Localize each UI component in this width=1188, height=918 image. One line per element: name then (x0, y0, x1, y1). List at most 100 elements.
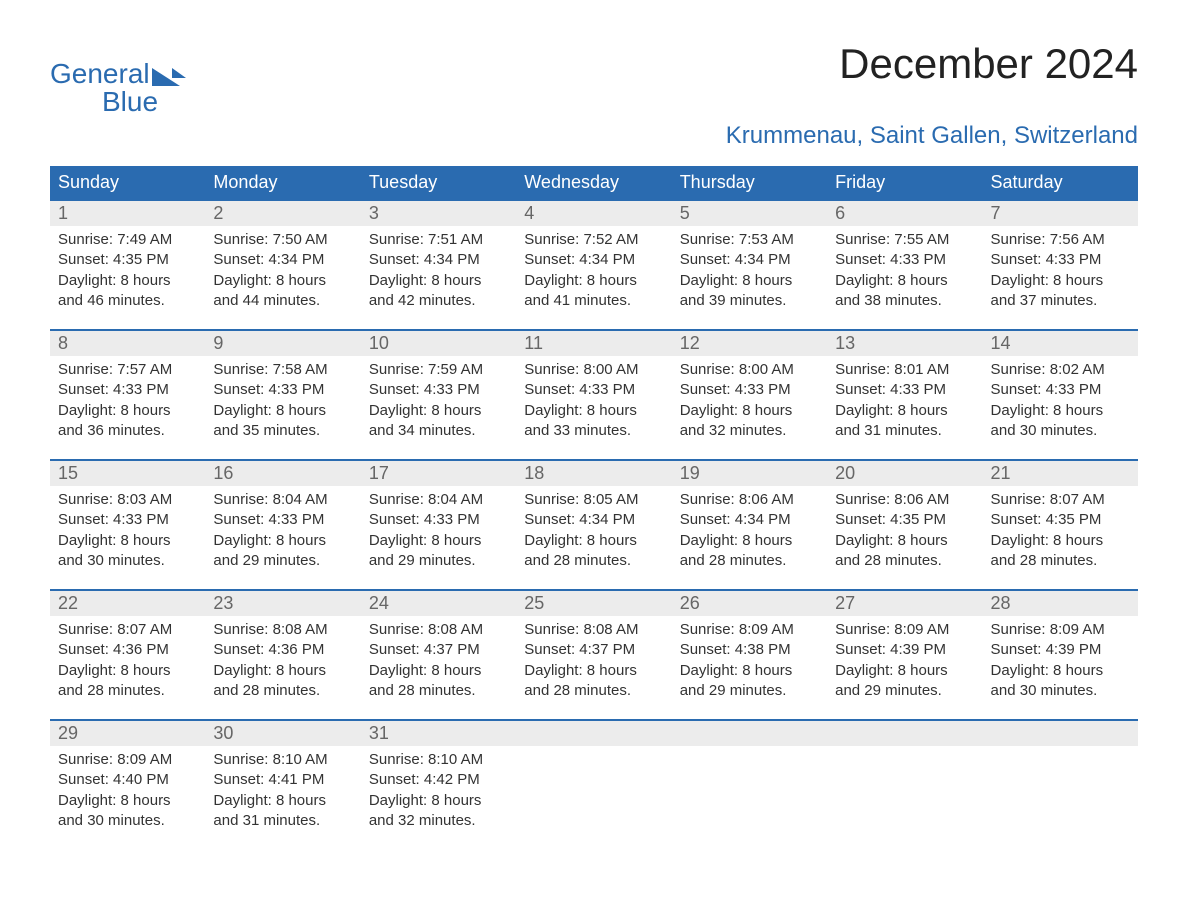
daylight-line: Daylight: 8 hours and 28 minutes. (524, 531, 663, 572)
day-content-cell: Sunrise: 7:56 AMSunset: 4:33 PMDaylight:… (983, 226, 1138, 330)
day-number-cell: 24 (361, 590, 516, 616)
sunset-line: Sunset: 4:33 PM (369, 510, 508, 530)
calendar-table: SundayMondayTuesdayWednesdayThursdayFrid… (50, 166, 1138, 849)
sunrise-line: Sunrise: 7:53 AM (680, 230, 819, 250)
sunset-line: Sunset: 4:39 PM (835, 640, 974, 660)
sunset-line: Sunset: 4:33 PM (835, 380, 974, 400)
daylight-line: Daylight: 8 hours and 31 minutes. (213, 791, 352, 832)
sunrise-line: Sunrise: 8:09 AM (680, 620, 819, 640)
daylight-line: Daylight: 8 hours and 28 minutes. (58, 661, 197, 702)
day-number-cell: 6 (827, 200, 982, 226)
day-number-cell (516, 720, 671, 746)
day-content-cell: Sunrise: 7:49 AMSunset: 4:35 PMDaylight:… (50, 226, 205, 330)
daylight-line: Daylight: 8 hours and 30 minutes. (991, 661, 1130, 702)
day-number-cell: 7 (983, 200, 1138, 226)
sunset-line: Sunset: 4:38 PM (680, 640, 819, 660)
day-number-cell: 13 (827, 330, 982, 356)
day-content-cell: Sunrise: 8:09 AMSunset: 4:39 PMDaylight:… (827, 616, 982, 720)
day-content-cell (983, 746, 1138, 849)
sunrise-line: Sunrise: 7:57 AM (58, 360, 197, 380)
daylight-line: Daylight: 8 hours and 37 minutes. (991, 271, 1130, 312)
day-content-cell: Sunrise: 7:59 AMSunset: 4:33 PMDaylight:… (361, 356, 516, 460)
day-number-cell: 16 (205, 460, 360, 486)
day-content-cell (827, 746, 982, 849)
sunrise-line: Sunrise: 7:58 AM (213, 360, 352, 380)
sunrise-line: Sunrise: 7:50 AM (213, 230, 352, 250)
daylight-line: Daylight: 8 hours and 29 minutes. (680, 661, 819, 702)
sunrise-line: Sunrise: 8:04 AM (213, 490, 352, 510)
day-number-cell: 4 (516, 200, 671, 226)
day-content-cell: Sunrise: 7:55 AMSunset: 4:33 PMDaylight:… (827, 226, 982, 330)
day-number-cell (672, 720, 827, 746)
calendar-content-row: Sunrise: 7:49 AMSunset: 4:35 PMDaylight:… (50, 226, 1138, 330)
day-content-cell: Sunrise: 8:04 AMSunset: 4:33 PMDaylight:… (361, 486, 516, 590)
sunset-line: Sunset: 4:34 PM (680, 510, 819, 530)
calendar-daynum-row: 1234567 (50, 200, 1138, 226)
daylight-line: Daylight: 8 hours and 44 minutes. (213, 271, 352, 312)
day-number-cell: 25 (516, 590, 671, 616)
sunset-line: Sunset: 4:33 PM (524, 380, 663, 400)
sunrise-line: Sunrise: 8:07 AM (991, 490, 1130, 510)
day-content-cell (672, 746, 827, 849)
sunset-line: Sunset: 4:42 PM (369, 770, 508, 790)
sunset-line: Sunset: 4:37 PM (524, 640, 663, 660)
day-content-cell: Sunrise: 8:01 AMSunset: 4:33 PMDaylight:… (827, 356, 982, 460)
day-content-cell: Sunrise: 8:08 AMSunset: 4:37 PMDaylight:… (361, 616, 516, 720)
day-number-cell: 23 (205, 590, 360, 616)
calendar-content-row: Sunrise: 8:09 AMSunset: 4:40 PMDaylight:… (50, 746, 1138, 849)
day-content-cell: Sunrise: 7:57 AMSunset: 4:33 PMDaylight:… (50, 356, 205, 460)
sunset-line: Sunset: 4:33 PM (680, 380, 819, 400)
day-header: Wednesday (516, 166, 671, 200)
sunset-line: Sunset: 4:39 PM (991, 640, 1130, 660)
daylight-line: Daylight: 8 hours and 42 minutes. (369, 271, 508, 312)
day-number-cell: 26 (672, 590, 827, 616)
sunset-line: Sunset: 4:35 PM (835, 510, 974, 530)
daylight-line: Daylight: 8 hours and 29 minutes. (369, 531, 508, 572)
day-content-cell: Sunrise: 8:06 AMSunset: 4:34 PMDaylight:… (672, 486, 827, 590)
daylight-line: Daylight: 8 hours and 36 minutes. (58, 401, 197, 442)
day-content-cell: Sunrise: 8:10 AMSunset: 4:42 PMDaylight:… (361, 746, 516, 849)
sunset-line: Sunset: 4:33 PM (58, 510, 197, 530)
sunset-line: Sunset: 4:34 PM (369, 250, 508, 270)
day-content-cell: Sunrise: 8:03 AMSunset: 4:33 PMDaylight:… (50, 486, 205, 590)
sunrise-line: Sunrise: 8:09 AM (58, 750, 197, 770)
day-content-cell: Sunrise: 8:06 AMSunset: 4:35 PMDaylight:… (827, 486, 982, 590)
day-number-cell: 29 (50, 720, 205, 746)
location-subtitle: Krummenau, Saint Gallen, Switzerland (50, 122, 1138, 150)
sunrise-line: Sunrise: 8:06 AM (835, 490, 974, 510)
sunset-line: Sunset: 4:36 PM (213, 640, 352, 660)
sunrise-line: Sunrise: 8:03 AM (58, 490, 197, 510)
day-content-cell: Sunrise: 8:10 AMSunset: 4:41 PMDaylight:… (205, 746, 360, 849)
sunset-line: Sunset: 4:37 PM (369, 640, 508, 660)
sunset-line: Sunset: 4:35 PM (58, 250, 197, 270)
day-number-cell: 12 (672, 330, 827, 356)
calendar-daynum-row: 15161718192021 (50, 460, 1138, 486)
logo-line2: Blue (102, 88, 186, 116)
daylight-line: Daylight: 8 hours and 29 minutes. (835, 661, 974, 702)
day-content-cell: Sunrise: 8:02 AMSunset: 4:33 PMDaylight:… (983, 356, 1138, 460)
sunset-line: Sunset: 4:33 PM (991, 380, 1130, 400)
day-header: Thursday (672, 166, 827, 200)
day-number-cell: 11 (516, 330, 671, 356)
daylight-line: Daylight: 8 hours and 32 minutes. (369, 791, 508, 832)
sunset-line: Sunset: 4:34 PM (213, 250, 352, 270)
day-number-cell: 14 (983, 330, 1138, 356)
logo: General Blue (50, 60, 186, 116)
calendar-daynum-row: 22232425262728 (50, 590, 1138, 616)
day-header: Saturday (983, 166, 1138, 200)
day-content-cell: Sunrise: 7:51 AMSunset: 4:34 PMDaylight:… (361, 226, 516, 330)
day-content-cell (516, 746, 671, 849)
day-number-cell (983, 720, 1138, 746)
daylight-line: Daylight: 8 hours and 33 minutes. (524, 401, 663, 442)
day-number-cell: 10 (361, 330, 516, 356)
sunrise-line: Sunrise: 8:00 AM (524, 360, 663, 380)
day-content-cell: Sunrise: 8:07 AMSunset: 4:36 PMDaylight:… (50, 616, 205, 720)
sunrise-line: Sunrise: 8:08 AM (524, 620, 663, 640)
day-number-cell: 9 (205, 330, 360, 356)
sunrise-line: Sunrise: 7:59 AM (369, 360, 508, 380)
daylight-line: Daylight: 8 hours and 30 minutes. (58, 531, 197, 572)
sunrise-line: Sunrise: 8:07 AM (58, 620, 197, 640)
daylight-line: Daylight: 8 hours and 34 minutes. (369, 401, 508, 442)
day-content-cell: Sunrise: 8:09 AMSunset: 4:39 PMDaylight:… (983, 616, 1138, 720)
day-number-cell: 18 (516, 460, 671, 486)
